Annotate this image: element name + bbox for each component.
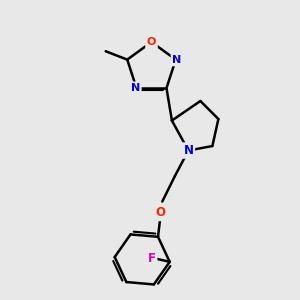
Text: N: N <box>183 144 194 157</box>
Text: F: F <box>148 252 156 265</box>
Text: N: N <box>131 83 140 93</box>
Text: O: O <box>147 37 156 47</box>
Text: N: N <box>172 55 182 64</box>
Text: O: O <box>156 206 166 219</box>
